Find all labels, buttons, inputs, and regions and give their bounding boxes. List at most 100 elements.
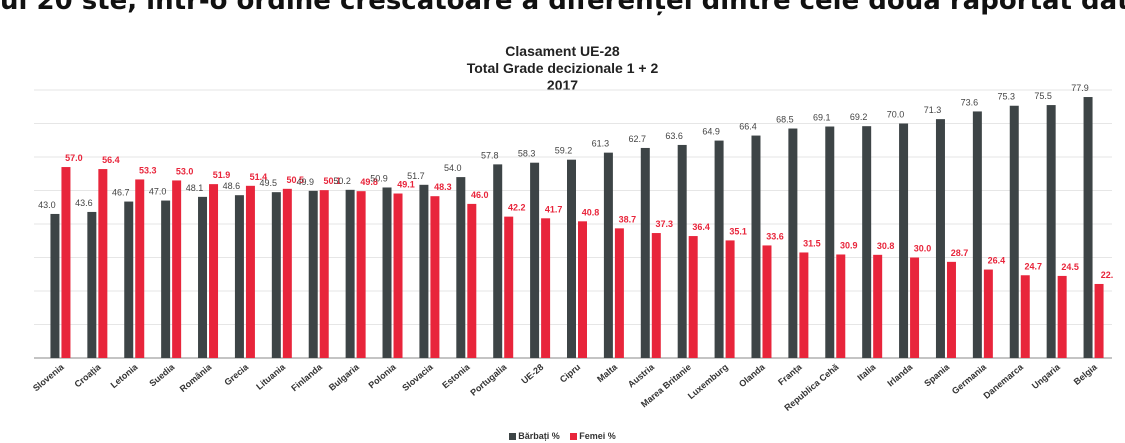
bar-men — [419, 184, 429, 358]
legend-label-women: Femei % — [579, 431, 616, 441]
bar-women — [393, 193, 403, 358]
x-tick-label: Cipru — [558, 362, 582, 385]
x-tick-label: Croația — [72, 361, 103, 389]
bar-men — [1083, 97, 1093, 358]
x-tick-label: Malta — [595, 361, 620, 384]
bar-women — [836, 254, 846, 358]
bar-men — [161, 200, 171, 358]
x-tick-label: Franța — [776, 361, 804, 387]
data-label-men: 62.7 — [629, 134, 647, 144]
x-tick-label: Italia — [855, 361, 878, 382]
x-tick-label: Polonia — [366, 361, 398, 390]
data-label-men: 61.3 — [592, 139, 610, 149]
data-label-men: 50.2 — [333, 176, 351, 186]
page-caption: ul 20 ste, într-o ordine crescătoare a d… — [0, 0, 1125, 16]
data-label-women: 31.5 — [803, 238, 821, 248]
x-tick-label: Estonia — [440, 361, 472, 390]
bar-men — [1046, 105, 1056, 358]
x-tick-label: Olanda — [737, 361, 768, 389]
x-tick-label: Bulgaria — [327, 361, 362, 392]
x-tick-label: Luxemburg — [686, 362, 730, 401]
data-label-men: 47.0 — [149, 187, 167, 197]
bar-women — [762, 245, 772, 358]
data-label-women: 28.7 — [951, 248, 969, 258]
bar-women — [61, 167, 71, 358]
bar-women — [467, 203, 477, 358]
data-label-men: 59.2 — [555, 146, 573, 156]
bar-women — [245, 185, 255, 358]
x-tick-label: Portugalia — [468, 361, 509, 398]
data-label-men: 75.3 — [997, 92, 1015, 102]
data-label-men: 51.7 — [407, 171, 425, 181]
bar-women — [172, 180, 182, 358]
data-label-men: 69.2 — [850, 112, 868, 122]
bar-men — [345, 189, 355, 358]
bar-men — [271, 192, 281, 358]
bar-men — [788, 128, 798, 358]
data-label-women: 53.3 — [139, 165, 157, 175]
data-label-women: 37.3 — [656, 219, 674, 229]
data-label-women: 42.2 — [508, 203, 526, 213]
data-label-men: 70.0 — [887, 110, 905, 120]
data-label-women: 24.5 — [1061, 262, 1079, 272]
bar-men — [50, 213, 60, 358]
bar-women — [209, 184, 219, 358]
data-label-men: 48.6 — [223, 181, 241, 191]
data-label-women: 36.4 — [692, 222, 710, 232]
data-label-men: 69.1 — [813, 113, 831, 123]
bar-men — [825, 126, 835, 358]
bar-men — [382, 187, 392, 358]
data-label-women: 41.7 — [545, 204, 563, 214]
x-tick-label: Slovacia — [400, 361, 435, 393]
data-label-men: 46.7 — [112, 188, 130, 198]
bar-men — [124, 201, 134, 358]
bar-women — [725, 240, 735, 358]
bar-women — [799, 252, 809, 358]
data-label-men: 68.5 — [776, 115, 794, 125]
data-label-women: 33.6 — [766, 231, 784, 241]
bar-men — [234, 195, 244, 358]
bar-women — [135, 179, 145, 358]
data-label-men: 50.9 — [370, 173, 388, 183]
data-label-men: 66.4 — [739, 122, 757, 132]
x-tick-label: Lituania — [254, 361, 288, 391]
bar-women — [282, 188, 292, 358]
legend-swatch-women — [570, 433, 578, 441]
bar-men — [198, 196, 208, 358]
x-tick-label: Finlanda — [289, 361, 325, 393]
x-tick-label: Belgia — [1072, 361, 1100, 387]
bar-women — [1020, 275, 1030, 358]
data-label-women: 57.0 — [65, 153, 83, 163]
x-tick-label: UE-28 — [519, 362, 545, 386]
data-label-women: 24.7 — [1024, 261, 1042, 271]
data-label-women: 30.0 — [914, 244, 932, 254]
bar-women — [946, 261, 956, 358]
data-label-women: 50.5 — [287, 175, 305, 185]
data-label-women: 30.8 — [877, 241, 895, 251]
bar-women — [1094, 283, 1104, 358]
data-label-men: 73.6 — [961, 97, 979, 107]
legend-swatch-men — [509, 433, 517, 441]
data-label-women: 35.1 — [729, 226, 747, 236]
bar-women — [1057, 275, 1067, 358]
data-label-men: 43.6 — [75, 198, 93, 208]
chart-title: Clasament UE-28 Total Grade decizionale … — [0, 43, 1125, 94]
data-label-women: 51.9 — [213, 170, 231, 180]
legend: Bărbați % Femei % — [0, 431, 1125, 441]
data-label-men: 49.5 — [260, 178, 278, 188]
bar-women — [98, 169, 108, 358]
bar-men — [567, 159, 576, 358]
bar-men — [899, 123, 909, 358]
data-label-men: 58.3 — [518, 149, 536, 159]
data-label-women: 48.3 — [434, 182, 452, 192]
data-label-men: 63.6 — [665, 131, 683, 141]
bar-men — [530, 162, 540, 358]
bar-women — [356, 191, 366, 358]
bar-women — [688, 236, 698, 358]
data-label-women: 26.4 — [988, 256, 1006, 266]
bar-men — [972, 111, 982, 358]
data-label-women: 46.0 — [471, 190, 489, 200]
data-label-women: 22. — [1101, 270, 1114, 280]
data-label-women: 49.8 — [360, 177, 378, 187]
